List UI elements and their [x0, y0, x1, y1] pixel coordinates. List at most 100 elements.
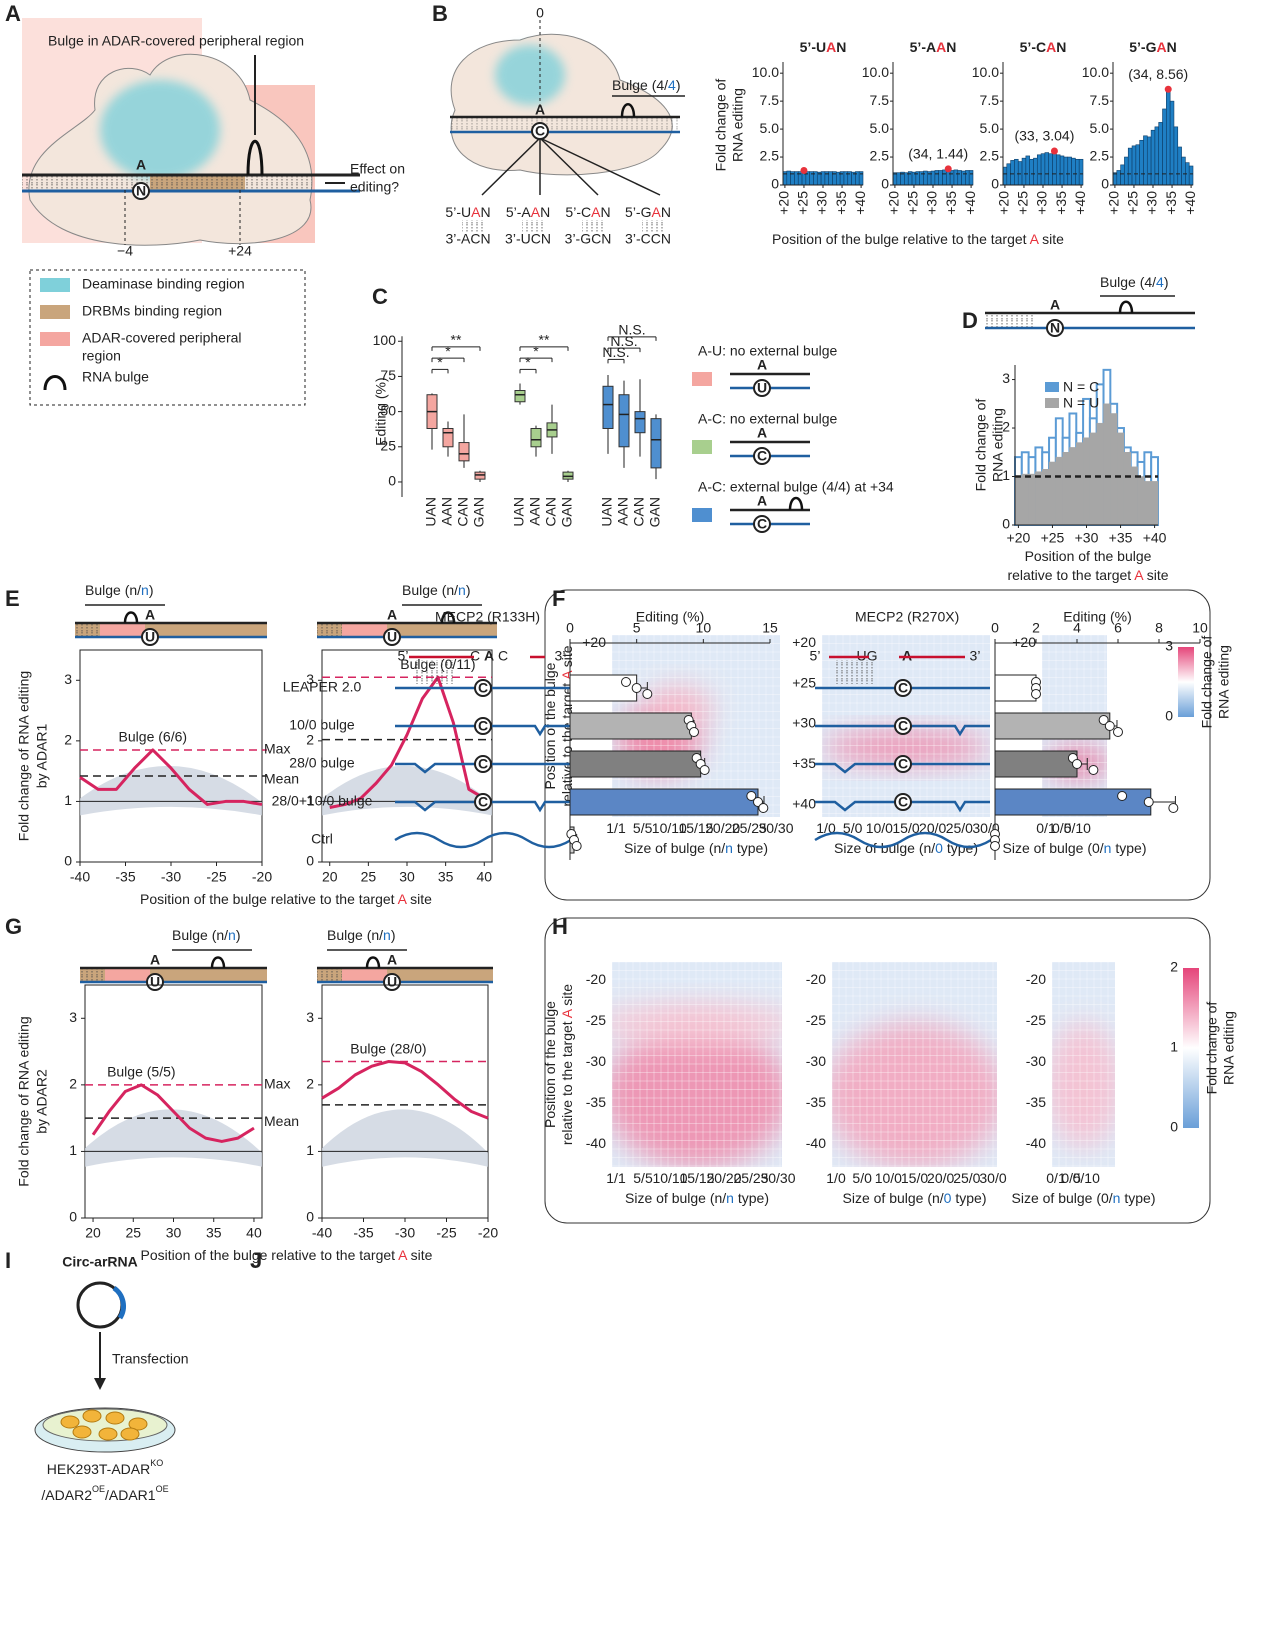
y-tick-label: 0	[388, 473, 396, 489]
bulge-label: Bulge (n/n)	[172, 927, 241, 943]
x-axis-label-part: 0	[944, 1190, 952, 1206]
nt-a: A	[136, 157, 146, 173]
y-tick-label: 3	[306, 671, 314, 687]
pairs	[833, 660, 873, 684]
panel-label: A	[5, 1, 21, 26]
y-axis-label: Fold change of RNA editing	[16, 671, 32, 841]
y-tick-label: 0	[881, 176, 889, 192]
point	[1168, 803, 1179, 813]
bulge-label-part: 4	[668, 77, 676, 93]
x-axis-label-part: type)	[951, 1190, 986, 1206]
x-axis-label: Position of the bulge relative to the ta…	[140, 891, 432, 907]
x-tick-label: 5/0	[843, 820, 863, 836]
x-tick-label: 30/30	[758, 820, 793, 836]
bar	[942, 169, 947, 186]
point	[1113, 727, 1123, 737]
plot-frame	[84, 984, 263, 1219]
x-tick-label: 15	[762, 620, 778, 636]
seq-top-part: N	[661, 204, 671, 220]
pairs	[413, 660, 453, 684]
colorbar-title: RNA editing	[1216, 645, 1232, 719]
x-axis-label-part: type)	[1111, 840, 1146, 856]
bar	[1135, 144, 1140, 186]
heat-blobs	[832, 1023, 997, 1167]
x-tick-part: 5/0	[843, 820, 863, 836]
x-tick-label: -20	[478, 1225, 498, 1241]
bar	[953, 169, 959, 186]
x-tick-part: 5/0	[852, 1170, 872, 1186]
bar	[1014, 158, 1019, 186]
panel-label: J	[250, 1248, 262, 1273]
x-tick-part: 20/20	[705, 820, 740, 836]
x-tick-label: 0/5	[1052, 820, 1072, 836]
bulge-label-part: )	[391, 927, 396, 943]
panel-i-art	[34, 1281, 176, 1453]
seq-top-part: 5’-C	[565, 204, 591, 220]
x-tick-label: 15/15	[679, 1170, 714, 1186]
x-axis-label: Position of the bulge relative to the ta…	[772, 231, 1064, 247]
legend-swatch	[1045, 398, 1059, 408]
nt-a: A	[387, 607, 397, 623]
point	[1143, 797, 1154, 807]
x-tick-label: +20	[1007, 530, 1031, 546]
bar	[1146, 136, 1152, 186]
nt-c: C	[898, 718, 908, 734]
bulge-label-part: Bulge (n/	[85, 582, 141, 598]
y-tick-label: 7.5	[1090, 92, 1110, 108]
legend-text: RNA bulge	[82, 369, 149, 385]
bulge-label: Bulge (n/n)	[327, 927, 396, 943]
strand-text: 3’	[555, 648, 566, 664]
heatmap	[1051, 961, 1115, 1167]
x-tick-part: 5/5	[633, 820, 653, 836]
x-tick-part: 15/0	[901, 1170, 928, 1186]
bulge-label: Bulge (4/4)	[1100, 274, 1169, 290]
box	[618, 394, 630, 448]
y-tick-label: -30	[586, 1053, 606, 1069]
heat-blob	[822, 731, 990, 765]
panel-label: I	[5, 1248, 11, 1273]
chart-title: 5’-CAN	[1020, 39, 1067, 55]
part: KO	[150, 1458, 163, 1468]
bulge-label-part: )	[1164, 274, 1169, 290]
position-label: −4	[117, 243, 133, 259]
heat-blobs	[612, 1003, 782, 1167]
x-tick-label: -25	[436, 1225, 456, 1241]
x-tick-label: +40	[852, 191, 868, 215]
bar	[1014, 476, 1023, 526]
bar	[1025, 155, 1030, 186]
bulge	[788, 496, 804, 511]
bulge-label-part: n	[383, 927, 391, 943]
x-tick-part: 30/0	[979, 1170, 1006, 1186]
region	[342, 968, 387, 982]
y-tick-label: 5.0	[870, 120, 890, 136]
bulge-label-part: )	[236, 927, 241, 943]
x-tick-label: -30	[395, 1225, 415, 1241]
x-tick-part: 20/20	[706, 1170, 741, 1186]
pair-dots	[642, 220, 664, 232]
x-tick-label: GAN	[471, 497, 487, 527]
chart-title-part: 5’-U	[800, 39, 826, 55]
bar	[994, 788, 1152, 816]
x-tick-label: 30/0	[979, 1170, 1006, 1186]
max-point	[800, 166, 808, 174]
pairs	[317, 623, 342, 637]
x-tick-label: 0	[566, 620, 574, 636]
bar	[1158, 122, 1163, 186]
significance: **	[539, 332, 550, 348]
x-tick-part: 30/30	[760, 1170, 795, 1186]
bar	[923, 170, 928, 186]
x-tick-label: 1/1	[606, 820, 626, 836]
y-axis-label: RNA editing	[730, 88, 746, 162]
bulge-label-part: )	[676, 77, 681, 93]
bar	[1131, 145, 1137, 186]
bulge-label-part: Bulge (n/	[327, 927, 383, 943]
region	[105, 968, 150, 982]
bulge-label-part: Bulge (n/	[172, 927, 228, 943]
y-tick-label: 2	[69, 1076, 77, 1092]
x-axis-label-part: Position of the bulge relative to the ta…	[140, 891, 398, 907]
y-tick-label: -30	[1026, 1053, 1046, 1069]
x-tick-label: +20	[886, 191, 902, 215]
x-tick-label: +20	[776, 191, 792, 215]
x-tick-part: 25/25	[732, 820, 767, 836]
bulge-label: Bulge (6/6)	[119, 729, 187, 745]
